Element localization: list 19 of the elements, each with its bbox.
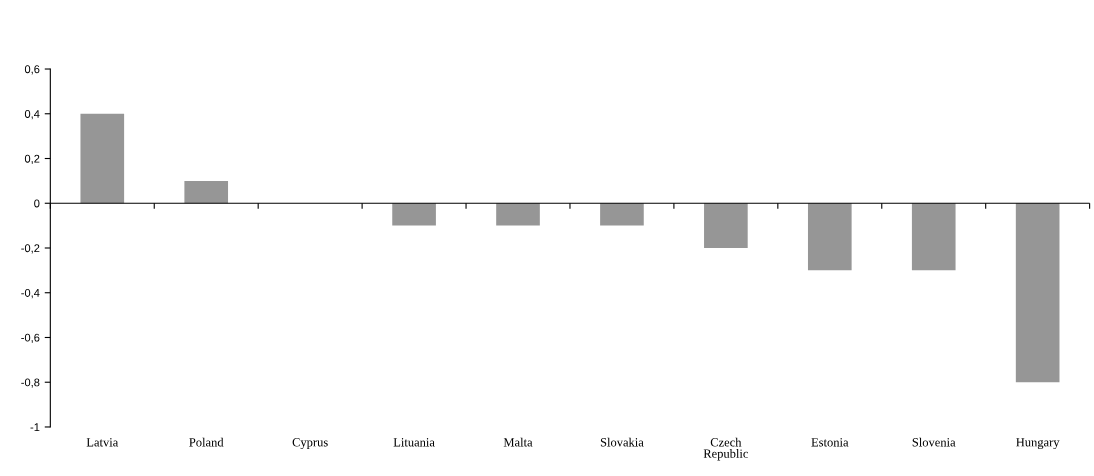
y-tick-label: 0,6 (24, 65, 40, 75)
x-tick-label: Cyprus (292, 438, 328, 450)
y-tick-label: 0,2 (24, 154, 40, 164)
y-tick-label: -1 (30, 423, 40, 431)
y-tick-label: -0,2 (21, 244, 40, 254)
x-tick-label: Latvia (86, 438, 119, 447)
x-tick-label: Slovenia (912, 437, 956, 447)
x-tick-label: Estonia (811, 438, 849, 447)
x-tick-label: Lituania (393, 438, 435, 447)
x-tick-label: Czech Republic (703, 437, 749, 461)
x-tick-label: Slovakia (600, 437, 644, 447)
y-tick-label: -0,8 (21, 378, 40, 388)
y-tick-label: -0,4 (21, 289, 40, 299)
x-tick-label: Poland (189, 437, 224, 447)
x-tick-label: Hungary (1016, 438, 1060, 450)
y-tick-label: 0 (34, 199, 40, 208)
x-tick-label: Malta (503, 437, 533, 447)
y-tick-label: 0,4 (24, 110, 40, 120)
y-tick-label: -0,6 (21, 333, 40, 343)
